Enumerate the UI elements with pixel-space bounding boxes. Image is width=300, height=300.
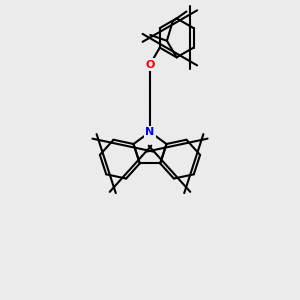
Text: N: N — [146, 127, 154, 137]
Text: O: O — [145, 59, 155, 70]
